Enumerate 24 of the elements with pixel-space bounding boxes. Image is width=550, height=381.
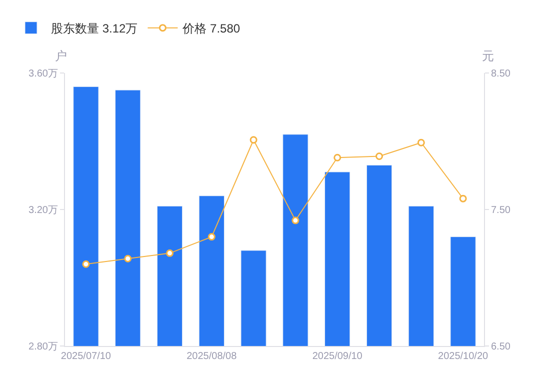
y2-tick-label: 7.50 [491, 205, 511, 216]
y2-tick-label: 6.50 [491, 342, 511, 352]
point [166, 249, 174, 257]
point [82, 260, 90, 268]
point [417, 138, 425, 146]
legend-label: 股东数量 3.12万 [51, 22, 138, 36]
y-tick-label: 3.60万 [28, 68, 58, 80]
y-axis-title: 户 [55, 49, 67, 63]
y-tick-label: 3.20万 [28, 205, 58, 216]
y2-axis-title: 元 [482, 49, 494, 63]
x-tick-label: 2025/10/20 [438, 351, 489, 362]
point [459, 194, 467, 202]
y2-tick-label: 8.50 [491, 68, 511, 80]
point [250, 136, 258, 144]
point [292, 216, 300, 224]
y-tick-label: 2.80万 [28, 342, 58, 352]
point [376, 152, 383, 160]
point [208, 233, 216, 241]
x-tick-label: 2025/07/10 [60, 351, 112, 362]
point [334, 154, 342, 162]
x-tick-label: 2025/09/10 [312, 351, 363, 362]
point [124, 254, 132, 262]
x-tick-label: 2025/08/08 [186, 351, 238, 362]
legend-label: 价格 7.580 [182, 22, 240, 36]
